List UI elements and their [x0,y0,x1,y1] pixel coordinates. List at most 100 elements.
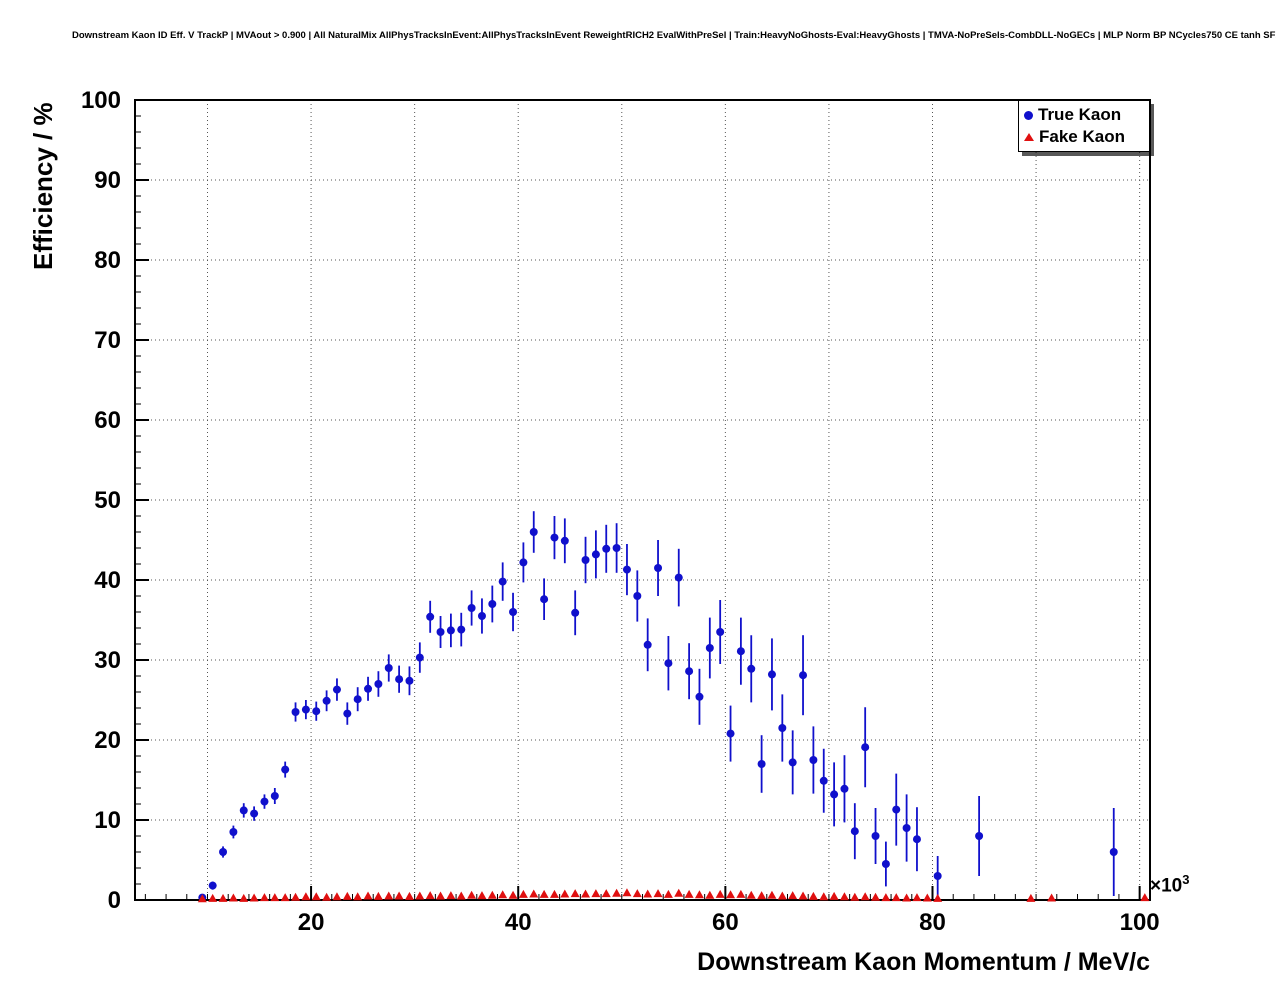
data-point-true-kaon [436,628,445,636]
x-tick-label: 40 [505,909,532,936]
data-point-fake-kaon [715,889,725,898]
data-point-fake-kaon [394,891,404,900]
data-point-fake-kaon [353,892,363,901]
data-point-true-kaon [892,805,901,814]
data-point-fake-kaon [549,889,559,898]
data-point-fake-kaon [591,889,601,898]
data-point-true-kaon [830,790,839,799]
data-point-fake-kaon [788,891,798,900]
data-point-fake-kaon [694,890,704,899]
data-point-true-kaon [726,729,735,738]
data-point-fake-kaon [322,892,332,901]
data-point-true-kaon [395,675,404,684]
data-point-true-kaon [695,692,704,701]
data-point-true-kaon [364,684,373,693]
data-point-true-kaon [757,760,766,768]
legend-entry-fake-kaon: Fake Kaon [1019,126,1149,148]
data-point-fake-kaon [581,889,591,898]
data-point-fake-kaon [777,891,787,900]
data-point-true-kaon [405,676,414,685]
x-axis-exponent: ×103 [1150,872,1189,897]
data-point-fake-kaon [632,889,642,898]
data-point-fake-kaon [456,891,466,900]
data-point-fake-kaon [798,891,808,900]
data-point-true-kaon [747,664,756,673]
data-point-true-kaon [498,577,507,586]
legend-entry-true-kaon: True Kaon [1019,104,1149,126]
data-point-true-kaon [426,612,435,621]
y-tick-label: 90 [94,167,121,194]
data-point-fake-kaon [291,892,301,901]
data-point-fake-kaon [425,891,435,900]
data-point-true-kaon [1109,848,1118,856]
data-point-true-kaon [778,724,787,732]
data-point-fake-kaon [436,891,446,900]
data-point-fake-kaon [1026,893,1036,902]
data-point-true-kaon [933,872,942,880]
data-point-fake-kaon [601,889,611,898]
data-point-fake-kaon [301,892,311,901]
data-point-fake-kaon [663,889,673,898]
data-point-true-kaon [446,626,455,635]
data-point-fake-kaon [280,893,290,902]
data-point-fake-kaon [1140,893,1150,902]
data-point-true-kaon [819,776,828,785]
data-point-true-kaon [788,758,797,767]
legend: True Kaon Fake Kaon [1018,100,1150,152]
data-point-fake-kaon [622,888,632,897]
data-point-fake-kaon [570,889,580,898]
data-point-fake-kaon [477,891,487,900]
data-point-true-kaon [705,644,714,652]
data-point-fake-kaon [653,889,663,898]
data-point-fake-kaon [249,893,259,902]
data-point-fake-kaon [529,889,539,898]
data-point-true-kaon [643,640,652,649]
data-point-true-kaon [654,564,663,572]
data-point-fake-kaon [332,892,342,901]
data-point-fake-kaon [384,891,394,900]
data-point-true-kaon [581,556,590,564]
data-point-true-kaon [219,848,228,856]
y-tick-label: 60 [94,407,121,434]
x-axis-title: Downstream Kaon Momentum / MeV/c [697,948,1150,976]
y-tick-label: 50 [94,487,121,514]
data-point-fake-kaon [736,889,746,898]
data-point-true-kaon [509,608,518,616]
x-tick-label: 60 [712,909,739,936]
x-tick-label: 80 [919,909,946,936]
data-point-fake-kaon [674,888,684,897]
data-point-true-kaon [457,625,466,634]
data-point-fake-kaon [498,890,508,899]
data-point-true-kaon [529,528,538,536]
data-point-true-kaon [250,809,259,818]
data-point-fake-kaon [404,891,414,900]
data-point-true-kaon [374,680,383,688]
data-point-true-kaon [767,670,776,679]
data-point-true-kaon [229,828,238,836]
data-point-fake-kaon [819,892,829,901]
data-point-fake-kaon [726,890,736,899]
data-point-true-kaon [415,653,424,662]
data-point-fake-kaon [508,890,518,899]
y-tick-label: 100 [81,87,121,114]
data-point-fake-kaon [311,892,321,901]
data-point-fake-kaon [871,892,881,901]
data-point-true-kaon [799,671,808,680]
data-point-fake-kaon [270,893,280,902]
data-point-fake-kaon [363,891,373,900]
data-point-fake-kaon [912,893,922,902]
data-point-true-kaon [281,765,290,774]
data-point-true-kaon [477,612,486,620]
exponent-power: 3 [1182,872,1190,887]
data-point-fake-kaon [446,891,456,900]
exponent-base: ×10 [1150,875,1183,897]
data-point-fake-kaon [218,893,228,902]
data-point-true-kaon [736,647,745,656]
plot-title: Downstream Kaon ID Eff. V TrackP | MVAou… [72,30,1276,41]
data-point-fake-kaon [208,893,218,902]
data-point-true-kaon [560,536,569,545]
data-point-true-kaon [902,824,911,832]
data-point-fake-kaon [487,890,497,899]
data-point-true-kaon [270,792,279,800]
